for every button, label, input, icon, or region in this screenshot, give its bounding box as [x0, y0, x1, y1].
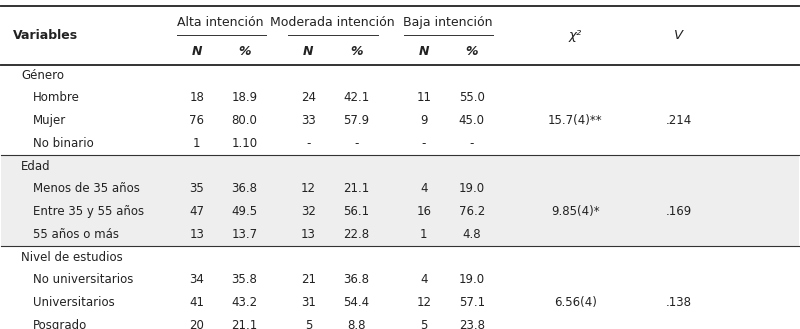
Text: -: - [470, 138, 474, 150]
Text: 13.7: 13.7 [231, 228, 258, 241]
Text: 54.4: 54.4 [343, 296, 370, 309]
Text: %: % [466, 45, 478, 58]
Text: 57.1: 57.1 [458, 296, 485, 309]
Text: 42.1: 42.1 [343, 91, 370, 104]
Text: Moderada intención: Moderada intención [270, 16, 394, 29]
Text: 24: 24 [301, 91, 316, 104]
Text: .214: .214 [666, 114, 692, 127]
Text: 34: 34 [190, 273, 204, 286]
Text: 55 años o más: 55 años o más [34, 228, 119, 241]
Text: 1: 1 [193, 138, 201, 150]
Text: 43.2: 43.2 [231, 296, 258, 309]
Text: 36.8: 36.8 [231, 182, 258, 195]
Text: 31: 31 [301, 296, 316, 309]
Text: 22.8: 22.8 [343, 228, 370, 241]
Text: 33: 33 [301, 114, 316, 127]
Text: -: - [422, 138, 426, 150]
Text: 13: 13 [301, 228, 316, 241]
Text: χ²: χ² [569, 29, 582, 42]
Text: %: % [350, 45, 362, 58]
Text: 45.0: 45.0 [458, 114, 485, 127]
Text: 21.1: 21.1 [343, 182, 370, 195]
Text: 56.1: 56.1 [343, 205, 370, 218]
Text: 20: 20 [190, 319, 204, 329]
Text: 47: 47 [190, 205, 204, 218]
Text: Alta intención: Alta intención [178, 16, 264, 29]
Text: Variables: Variables [14, 29, 78, 42]
Text: 1: 1 [420, 228, 428, 241]
Text: 4: 4 [420, 273, 428, 286]
Text: -: - [306, 138, 310, 150]
Text: 80.0: 80.0 [232, 114, 258, 127]
Text: 19.0: 19.0 [458, 273, 485, 286]
Text: Hombre: Hombre [34, 91, 80, 104]
Text: 18: 18 [190, 91, 204, 104]
Text: 18.9: 18.9 [231, 91, 258, 104]
Text: Posgrado: Posgrado [34, 319, 87, 329]
Text: 11: 11 [417, 91, 431, 104]
Text: 55.0: 55.0 [459, 91, 485, 104]
Text: N: N [303, 45, 314, 58]
Text: 5: 5 [420, 319, 428, 329]
FancyBboxPatch shape [2, 156, 798, 246]
Text: Mujer: Mujer [34, 114, 66, 127]
Text: 21.1: 21.1 [231, 319, 258, 329]
Text: 13: 13 [190, 228, 204, 241]
Text: 9.85(4)*: 9.85(4)* [551, 205, 600, 218]
Text: 4: 4 [420, 182, 428, 195]
Text: 1.10: 1.10 [231, 138, 258, 150]
Text: 19.0: 19.0 [458, 182, 485, 195]
Text: .138: .138 [666, 296, 692, 309]
Text: 5: 5 [305, 319, 312, 329]
Text: Género: Género [22, 69, 64, 82]
Text: 57.9: 57.9 [343, 114, 370, 127]
Text: 21: 21 [301, 273, 316, 286]
Text: 16: 16 [417, 205, 431, 218]
Text: .169: .169 [666, 205, 692, 218]
Text: 32: 32 [301, 205, 316, 218]
Text: 8.8: 8.8 [347, 319, 366, 329]
Text: 41: 41 [190, 296, 204, 309]
Text: 76.2: 76.2 [458, 205, 485, 218]
Text: 23.8: 23.8 [458, 319, 485, 329]
Text: 6.56(4): 6.56(4) [554, 296, 597, 309]
Text: 9: 9 [420, 114, 428, 127]
Text: 4.8: 4.8 [462, 228, 481, 241]
Text: Nivel de estudios: Nivel de estudios [22, 251, 123, 264]
Text: Menos de 35 años: Menos de 35 años [34, 182, 140, 195]
Text: Baja intención: Baja intención [403, 16, 493, 29]
Text: No universitarios: No universitarios [34, 273, 134, 286]
Text: 35.8: 35.8 [232, 273, 258, 286]
Text: -: - [354, 138, 358, 150]
Text: 12: 12 [417, 296, 431, 309]
Text: Edad: Edad [22, 160, 51, 173]
Text: N: N [418, 45, 429, 58]
Text: 15.7(4)**: 15.7(4)** [548, 114, 602, 127]
Text: Universitarios: Universitarios [34, 296, 115, 309]
Text: %: % [238, 45, 250, 58]
Text: 76: 76 [190, 114, 204, 127]
Text: No binario: No binario [34, 138, 94, 150]
Text: 49.5: 49.5 [231, 205, 258, 218]
Text: 35: 35 [190, 182, 204, 195]
Text: 36.8: 36.8 [343, 273, 369, 286]
Text: 12: 12 [301, 182, 316, 195]
Text: Entre 35 y 55 años: Entre 35 y 55 años [34, 205, 145, 218]
Text: N: N [191, 45, 202, 58]
Text: V: V [674, 29, 683, 42]
